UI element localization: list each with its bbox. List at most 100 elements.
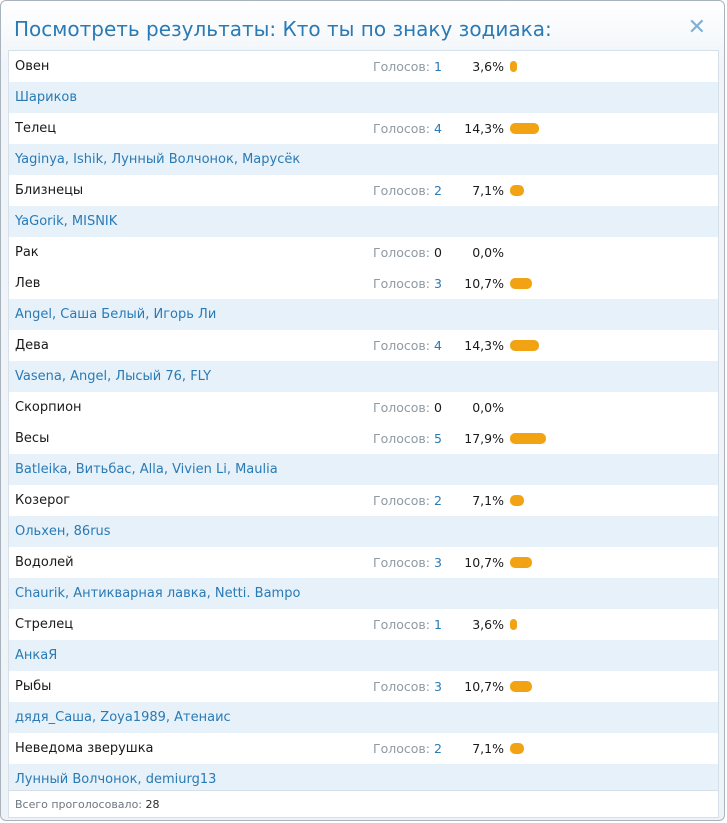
vote-share-bar bbox=[510, 681, 532, 692]
vote-percent: 0,0% bbox=[472, 245, 504, 260]
vote-share-bar bbox=[510, 185, 524, 196]
results-rows: Овен Голосов: 1 3,6% Шариков Телец Голосов: 4… bbox=[9, 51, 718, 795]
vote-share-bar bbox=[510, 123, 539, 134]
result-row: Овен Голосов: 1 3,6% bbox=[9, 51, 718, 82]
result-row: Рак Голосов: 0 0,0% bbox=[9, 237, 718, 268]
option-name: Телец bbox=[15, 121, 57, 136]
voters-row: Шариков bbox=[9, 82, 718, 113]
votes-label-text: Голосов: bbox=[373, 555, 431, 570]
votes-label: Голосов: 2 bbox=[373, 183, 442, 198]
vote-percent: 7,1% bbox=[472, 741, 504, 756]
vote-share-bar bbox=[510, 433, 546, 444]
voters-row: Ольхен, 86rus bbox=[9, 516, 718, 547]
option-name: Скорпион bbox=[15, 400, 82, 415]
voters-list[interactable]: Chaurik, Антикварная лавка, Netti. Bampo bbox=[15, 586, 301, 601]
voters-row: YaGorik, MISNIK bbox=[9, 206, 718, 237]
votes-label-text: Голосов: bbox=[373, 431, 431, 446]
voters-list[interactable]: Batleika, Витьбас, Alla, Vivien Li, Maul… bbox=[15, 462, 278, 477]
voters-row: Vasena, Angel, Лысый 76, FLY bbox=[9, 361, 718, 392]
vote-share-bar bbox=[510, 495, 524, 506]
vote-share-bar bbox=[510, 743, 524, 754]
votes-label: Голосов: 1 bbox=[373, 617, 442, 632]
vote-share-bar bbox=[510, 619, 517, 630]
result-row: Стрелец Голосов: 1 3,6% bbox=[9, 609, 718, 640]
vote-percent: 14,3% bbox=[464, 121, 504, 136]
option-name: Козерог bbox=[15, 493, 71, 508]
votes-count[interactable]: 5 bbox=[434, 431, 442, 446]
voters-list[interactable]: Angel, Саша Белый, Игорь Ли bbox=[15, 307, 217, 322]
voters-list[interactable]: Лунный Волчонок, demiurg13 bbox=[15, 772, 217, 787]
voters-list[interactable]: Ольхен, 86rus bbox=[15, 524, 111, 539]
result-row: Рыбы Голосов: 3 10,7% bbox=[9, 671, 718, 702]
votes-label: Голосов: 5 bbox=[373, 431, 442, 446]
option-name: Неведома зверушка bbox=[15, 741, 154, 756]
votes-count: 0 bbox=[434, 245, 442, 260]
voters-list[interactable]: АнкаЯ bbox=[15, 648, 58, 663]
votes-count[interactable]: 4 bbox=[434, 338, 442, 353]
voters-row: Лунный Волчонок, demiurg13 bbox=[9, 764, 718, 795]
votes-label-text: Голосов: bbox=[373, 493, 431, 508]
votes-label: Голосов: 1 bbox=[373, 59, 442, 74]
votes-label: Голосов: 4 bbox=[373, 338, 442, 353]
votes-count[interactable]: 1 bbox=[434, 59, 442, 74]
votes-label-text: Голосов: bbox=[373, 400, 431, 415]
result-row: Водолей Голосов: 3 10,7% bbox=[9, 547, 718, 578]
results-footer: Всего проголосовало: 28 bbox=[9, 790, 718, 817]
voters-row: Chaurik, Антикварная лавка, Netti. Bampo bbox=[9, 578, 718, 609]
result-row: Неведома зверушка Голосов: 2 7,1% bbox=[9, 733, 718, 764]
votes-label: Голосов: 4 bbox=[373, 121, 442, 136]
result-row: Весы Голосов: 5 17,9% bbox=[9, 423, 718, 454]
close-icon[interactable]: ✕ bbox=[687, 15, 706, 40]
voters-row: Batleika, Витьбас, Alla, Vivien Li, Maul… bbox=[9, 454, 718, 485]
votes-count[interactable]: 3 bbox=[434, 555, 442, 570]
votes-count[interactable]: 3 bbox=[434, 679, 442, 694]
votes-count[interactable]: 3 bbox=[434, 276, 442, 291]
vote-share-bar bbox=[510, 278, 532, 289]
result-row: Лев Голосов: 3 10,7% bbox=[9, 268, 718, 299]
voters-list[interactable]: Yaginya, Ishik, Лунный Волчонок, Марусёк bbox=[15, 152, 301, 167]
vote-percent: 3,6% bbox=[472, 617, 504, 632]
option-name: Дева bbox=[15, 338, 49, 353]
voters-row: Yaginya, Ishik, Лунный Волчонок, Марусёк bbox=[9, 144, 718, 175]
option-name: Стрелец bbox=[15, 617, 74, 632]
votes-label-text: Голосов: bbox=[373, 245, 431, 260]
vote-percent: 14,3% bbox=[464, 338, 504, 353]
votes-label-text: Голосов: bbox=[373, 183, 431, 198]
votes-count[interactable]: 1 bbox=[434, 617, 442, 632]
votes-label-text: Голосов: bbox=[373, 741, 431, 756]
result-row: Дева Голосов: 4 14,3% bbox=[9, 330, 718, 361]
result-row: Близнецы Голосов: 2 7,1% bbox=[9, 175, 718, 206]
votes-label-text: Голосов: bbox=[373, 679, 431, 694]
votes-count[interactable]: 4 bbox=[434, 121, 442, 136]
dialog-header: Посмотреть результаты: Кто ты по знаку з… bbox=[14, 13, 716, 47]
vote-percent: 0,0% bbox=[472, 400, 504, 415]
votes-count[interactable]: 2 bbox=[434, 741, 442, 756]
option-name: Близнецы bbox=[15, 183, 84, 198]
votes-count[interactable]: 2 bbox=[434, 493, 442, 508]
voters-list[interactable]: дядя_Саша, Zoya1989, Атенаис bbox=[15, 710, 231, 725]
voters-list[interactable]: Vasena, Angel, Лысый 76, FLY bbox=[15, 369, 212, 384]
votes-label: Голосов: 2 bbox=[373, 741, 442, 756]
voters-list[interactable]: YaGorik, MISNIK bbox=[15, 214, 118, 229]
votes-label-text: Голосов: bbox=[373, 617, 431, 632]
votes-label-text: Голосов: bbox=[373, 276, 431, 291]
vote-percent: 10,7% bbox=[464, 679, 504, 694]
votes-label: Голосов: 0 bbox=[373, 245, 442, 260]
option-name: Водолей bbox=[15, 555, 74, 570]
result-row: Телец Голосов: 4 14,3% bbox=[9, 113, 718, 144]
votes-count[interactable]: 2 bbox=[434, 183, 442, 198]
vote-percent: 17,9% bbox=[464, 431, 504, 446]
dialog-title: Посмотреть результаты: Кто ты по знаку з… bbox=[14, 17, 552, 41]
vote-percent: 7,1% bbox=[472, 493, 504, 508]
total-voters-count: 28 bbox=[145, 797, 160, 811]
results-list: Овен Голосов: 1 3,6% Шариков Телец Голосов: 4… bbox=[8, 50, 719, 818]
option-name: Рак bbox=[15, 245, 39, 260]
voters-row: дядя_Саша, Zoya1989, Атенаис bbox=[9, 702, 718, 733]
option-name: Весы bbox=[15, 431, 50, 446]
option-name: Лев bbox=[15, 276, 41, 291]
vote-share-bar bbox=[510, 557, 532, 568]
voters-list[interactable]: Шариков bbox=[15, 90, 78, 105]
voters-row: Angel, Саша Белый, Игорь Ли bbox=[9, 299, 718, 330]
votes-label: Голосов: 3 bbox=[373, 276, 442, 291]
